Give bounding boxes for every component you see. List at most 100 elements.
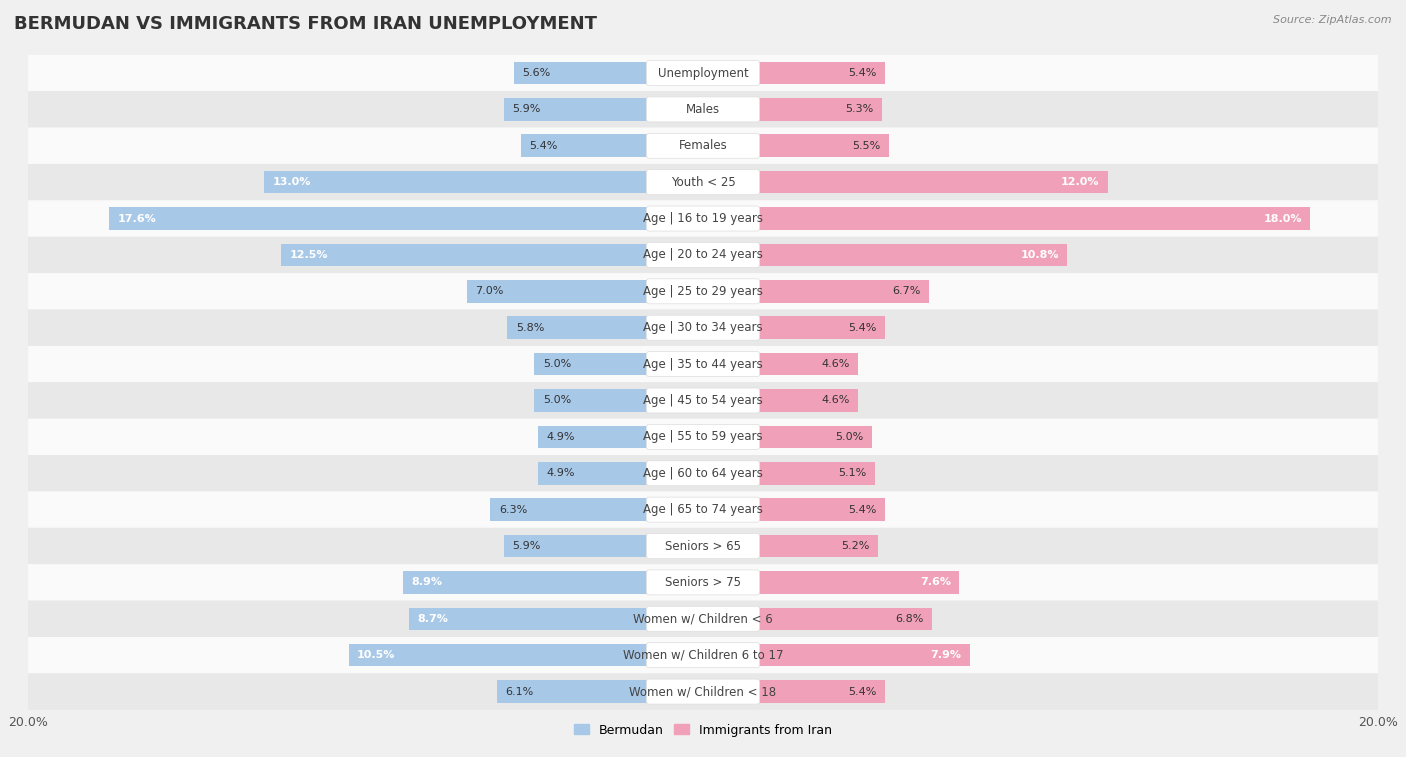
FancyBboxPatch shape: [28, 201, 1378, 237]
FancyBboxPatch shape: [28, 674, 1378, 710]
Bar: [703, 62, 886, 84]
Bar: [703, 681, 886, 702]
FancyBboxPatch shape: [647, 643, 759, 668]
Text: Unemployment: Unemployment: [658, 67, 748, 79]
Text: Women w/ Children < 18: Women w/ Children < 18: [630, 685, 776, 698]
FancyBboxPatch shape: [647, 315, 759, 340]
Text: 5.6%: 5.6%: [523, 68, 551, 78]
Bar: [703, 534, 879, 557]
Bar: [703, 571, 959, 593]
Text: Youth < 25: Youth < 25: [671, 176, 735, 188]
FancyBboxPatch shape: [28, 382, 1378, 419]
Bar: [703, 316, 886, 339]
Text: 5.9%: 5.9%: [512, 104, 541, 114]
Text: 10.8%: 10.8%: [1021, 250, 1059, 260]
Text: Seniors > 75: Seniors > 75: [665, 576, 741, 589]
Bar: [703, 425, 872, 448]
FancyBboxPatch shape: [28, 346, 1378, 382]
FancyBboxPatch shape: [647, 497, 759, 522]
Bar: [515, 62, 703, 84]
Text: Females: Females: [679, 139, 727, 152]
FancyBboxPatch shape: [647, 606, 759, 631]
Text: 7.0%: 7.0%: [475, 286, 503, 296]
Text: 7.6%: 7.6%: [920, 578, 950, 587]
Bar: [534, 353, 703, 375]
Bar: [703, 389, 858, 412]
Text: 5.4%: 5.4%: [848, 322, 877, 333]
Bar: [508, 316, 703, 339]
Text: 17.6%: 17.6%: [118, 213, 156, 223]
FancyBboxPatch shape: [647, 425, 759, 450]
FancyBboxPatch shape: [647, 97, 759, 122]
Text: 5.5%: 5.5%: [852, 141, 880, 151]
Bar: [534, 389, 703, 412]
Bar: [110, 207, 703, 230]
Bar: [537, 425, 703, 448]
Text: Age | 20 to 24 years: Age | 20 to 24 years: [643, 248, 763, 261]
FancyBboxPatch shape: [28, 564, 1378, 600]
Text: Age | 25 to 29 years: Age | 25 to 29 years: [643, 285, 763, 298]
FancyBboxPatch shape: [647, 461, 759, 486]
FancyBboxPatch shape: [28, 528, 1378, 564]
Bar: [703, 207, 1310, 230]
Bar: [264, 171, 703, 194]
Bar: [703, 353, 858, 375]
FancyBboxPatch shape: [647, 570, 759, 595]
Bar: [349, 644, 703, 666]
Text: 7.9%: 7.9%: [931, 650, 962, 660]
Text: 4.6%: 4.6%: [821, 359, 849, 369]
Bar: [703, 171, 1108, 194]
Bar: [281, 244, 703, 266]
Text: Women w/ Children < 6: Women w/ Children < 6: [633, 612, 773, 625]
Text: 12.5%: 12.5%: [290, 250, 328, 260]
Text: 5.2%: 5.2%: [842, 541, 870, 551]
FancyBboxPatch shape: [647, 279, 759, 304]
Text: 4.9%: 4.9%: [546, 431, 575, 442]
Bar: [703, 280, 929, 303]
Text: 4.6%: 4.6%: [821, 395, 849, 406]
Bar: [503, 534, 703, 557]
Text: 5.4%: 5.4%: [848, 687, 877, 696]
FancyBboxPatch shape: [647, 206, 759, 231]
FancyBboxPatch shape: [28, 91, 1378, 128]
Text: Age | 55 to 59 years: Age | 55 to 59 years: [643, 431, 763, 444]
Bar: [520, 135, 703, 157]
Text: Age | 16 to 19 years: Age | 16 to 19 years: [643, 212, 763, 225]
Text: 6.7%: 6.7%: [893, 286, 921, 296]
Text: Age | 60 to 64 years: Age | 60 to 64 years: [643, 467, 763, 480]
FancyBboxPatch shape: [28, 55, 1378, 91]
FancyBboxPatch shape: [28, 273, 1378, 310]
Text: 6.8%: 6.8%: [896, 614, 924, 624]
Text: 18.0%: 18.0%: [1264, 213, 1302, 223]
FancyBboxPatch shape: [28, 164, 1378, 201]
Bar: [703, 608, 932, 630]
FancyBboxPatch shape: [647, 242, 759, 267]
Bar: [703, 244, 1067, 266]
Text: 5.4%: 5.4%: [848, 505, 877, 515]
Text: 5.0%: 5.0%: [835, 431, 863, 442]
Bar: [503, 98, 703, 120]
Bar: [703, 135, 889, 157]
FancyBboxPatch shape: [28, 310, 1378, 346]
Text: Age | 45 to 54 years: Age | 45 to 54 years: [643, 394, 763, 407]
Text: Males: Males: [686, 103, 720, 116]
Text: 5.4%: 5.4%: [848, 68, 877, 78]
Text: 5.0%: 5.0%: [543, 359, 571, 369]
Text: Age | 35 to 44 years: Age | 35 to 44 years: [643, 357, 763, 371]
Text: 5.9%: 5.9%: [512, 541, 541, 551]
FancyBboxPatch shape: [28, 637, 1378, 674]
Bar: [402, 571, 703, 593]
Bar: [703, 98, 882, 120]
Text: 6.3%: 6.3%: [499, 505, 527, 515]
Bar: [703, 462, 875, 484]
Text: 8.9%: 8.9%: [411, 578, 441, 587]
Text: 4.9%: 4.9%: [546, 469, 575, 478]
Text: 13.0%: 13.0%: [273, 177, 311, 187]
FancyBboxPatch shape: [647, 534, 759, 559]
FancyBboxPatch shape: [647, 61, 759, 86]
Text: Seniors > 65: Seniors > 65: [665, 540, 741, 553]
Text: 10.5%: 10.5%: [357, 650, 395, 660]
FancyBboxPatch shape: [647, 679, 759, 704]
FancyBboxPatch shape: [647, 351, 759, 376]
Text: 6.1%: 6.1%: [506, 687, 534, 696]
